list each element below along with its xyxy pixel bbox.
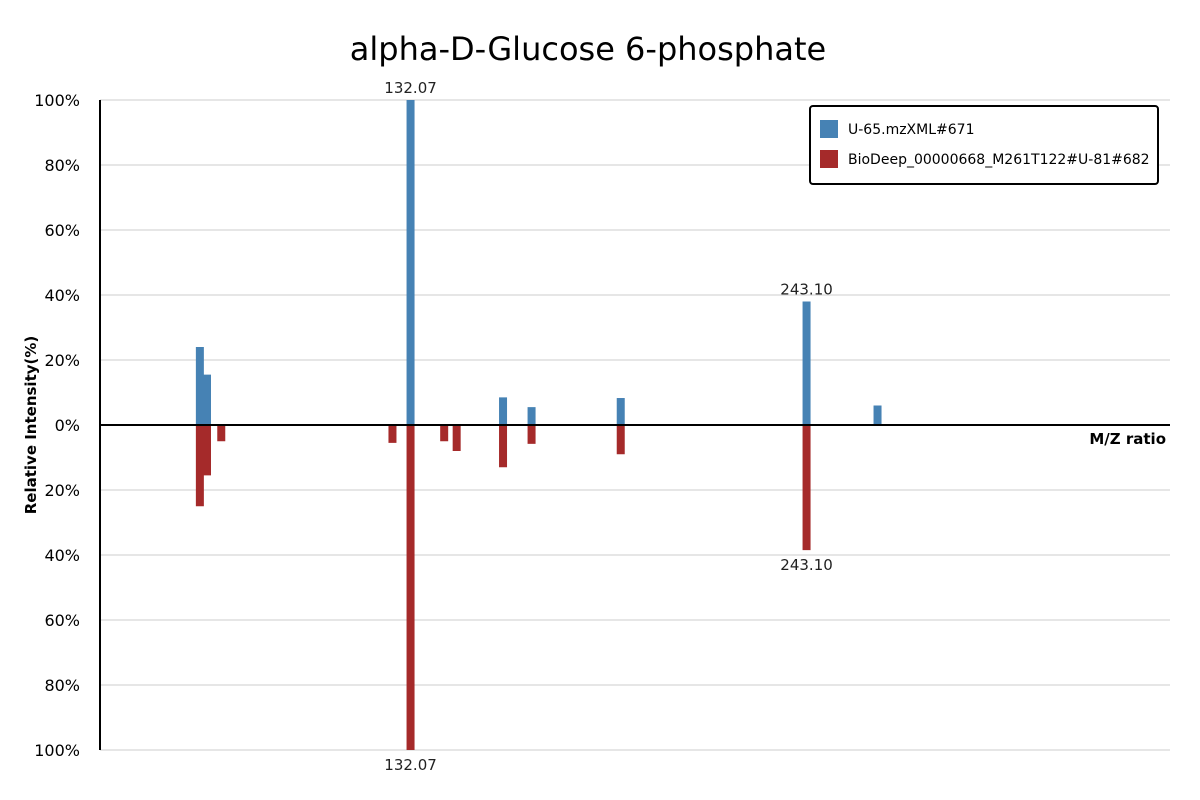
chart-title: alpha-D-Glucose 6-phosphate — [350, 30, 826, 68]
peak-bar-bottom — [406, 425, 415, 750]
peak-bar-bottom — [802, 425, 811, 551]
peak-bar-bottom — [388, 425, 397, 443]
y-tick-label: 60% — [44, 221, 80, 240]
peak-bar-bottom — [217, 425, 226, 442]
y-tick-label: 60% — [44, 611, 80, 630]
peak-label: 243.10 — [780, 281, 833, 299]
peak-bars — [195, 100, 882, 750]
peak-bar-top — [406, 100, 415, 425]
y-axis-label: Relative Intensity(%) — [22, 336, 40, 515]
legend-swatch-bottom — [820, 150, 838, 168]
y-tick-label: 20% — [44, 351, 80, 370]
legend-swatch-top — [820, 120, 838, 138]
peak-label: 132.07 — [384, 756, 437, 774]
legend: U-65.mzXML#671 BioDeep_00000668_M261T122… — [809, 105, 1159, 185]
peak-label: 132.07 — [384, 79, 437, 97]
legend-label-top: U-65.mzXML#671 — [848, 122, 974, 138]
y-tick-label: 40% — [44, 286, 80, 305]
peak-bar-bottom — [616, 425, 625, 455]
peak-bar-top — [802, 301, 811, 425]
y-tick-label: 100% — [34, 91, 80, 110]
y-tick-label: 0% — [55, 416, 80, 435]
x-axis-label: M/Z ratio — [1089, 430, 1166, 448]
y-tick-label: 100% — [34, 741, 80, 760]
y-tick-labels: 0% 20% 40% 60% 80% 100% 20% 40% 60% 80% 100% — [34, 91, 80, 760]
peak-bar-bottom — [452, 425, 461, 451]
peak-label: 243.10 — [780, 556, 833, 574]
legend-label-bottom: BioDeep_00000668_M261T122#U-81#682 — [848, 152, 1150, 168]
peak-bar-top — [203, 374, 211, 425]
peak-bar-top — [499, 397, 508, 425]
peak-labels: 132.07 243.10 132.07 243.10 — [384, 79, 833, 774]
peak-bar-top — [616, 398, 625, 425]
grid-lines — [100, 99, 1170, 751]
legend-box — [809, 105, 1159, 185]
peak-bar-bottom — [195, 425, 204, 507]
peak-bar-bottom — [527, 425, 536, 444]
y-tick-label: 20% — [44, 481, 80, 500]
y-tick-label: 80% — [44, 676, 80, 695]
axes — [99, 100, 1170, 750]
y-tick-label: 80% — [44, 156, 80, 175]
peak-bar-top — [873, 405, 882, 425]
peak-bar-bottom — [499, 425, 508, 468]
peak-bar-bottom — [203, 425, 211, 476]
peak-bar-top — [195, 347, 204, 425]
y-tick-label: 40% — [44, 546, 80, 565]
peak-bar-top — [527, 407, 536, 425]
peak-bar-bottom — [440, 425, 449, 442]
